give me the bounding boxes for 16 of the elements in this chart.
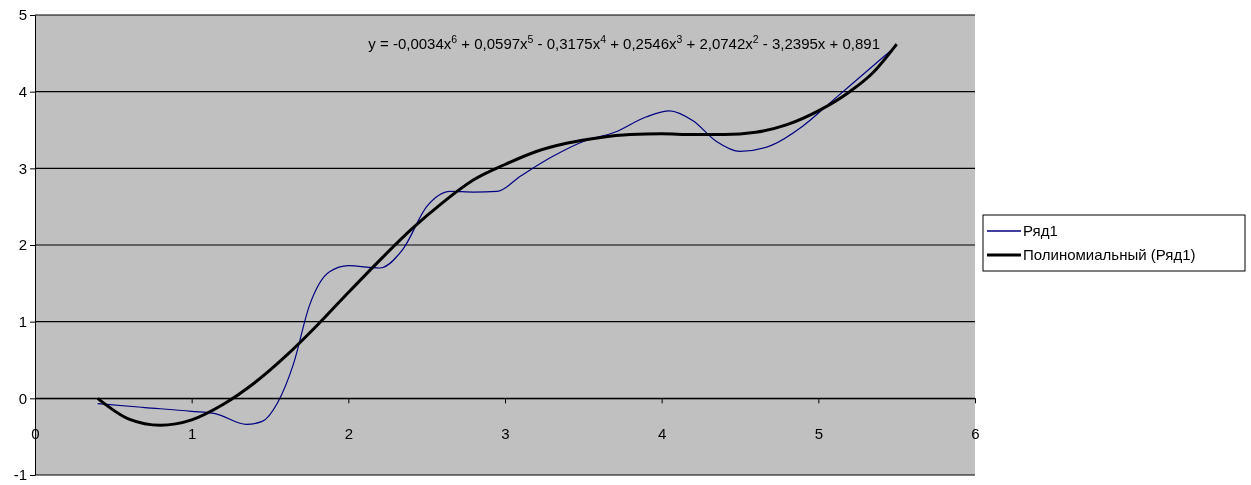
x-tick-label: 1	[187, 425, 197, 443]
x-tick-label: 6	[971, 425, 980, 443]
y-tick-label: 5	[18, 6, 27, 24]
y-tick-label: 4	[18, 82, 27, 100]
y-tick-label: 3	[18, 159, 27, 177]
y-tick-label: 1	[18, 312, 27, 330]
text: y = -0,0034x$^{6}$ + 0,0597x$^{5}$ - 0,3175x$^{4}$ + 0,2546x$^{3}$ + 2,0742x$^{2}$ - 3,2395x + 0,891	[368, 33, 880, 52]
x-tick-label: 2	[344, 425, 354, 443]
legend-label: Ряд1	[1023, 222, 1058, 239]
y-tick-label: 2	[18, 236, 27, 254]
y-tick-label: 0	[18, 389, 27, 407]
x-tick-label: 3	[501, 425, 510, 443]
x-tick-label: 5	[814, 425, 824, 443]
x-tick-label: 4	[657, 425, 667, 443]
y-tick-label: -1	[13, 466, 27, 484]
legend-label: Полиномиальный (Ряд1)	[1023, 246, 1196, 263]
